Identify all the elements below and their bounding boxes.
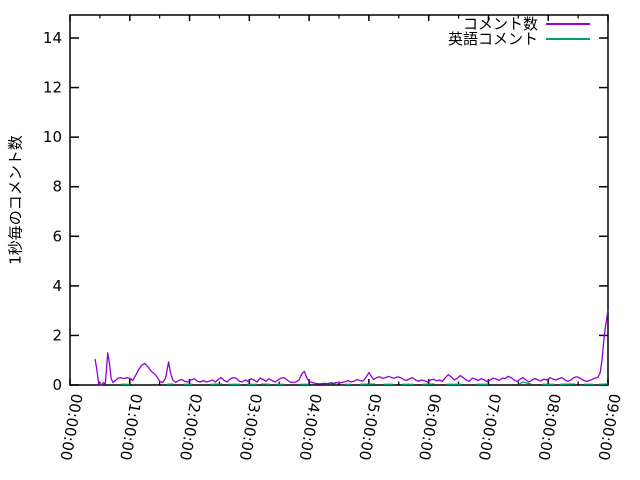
x-tick-label: 03:00:00 [236, 392, 265, 461]
y-tick-label: 12 [43, 79, 62, 97]
series-comments-line [94, 309, 609, 386]
x-tick-label: 09:00:00 [594, 392, 623, 461]
y-tick-label: 4 [52, 277, 62, 295]
legend-entry-english-comments: 英語コメント [447, 30, 590, 48]
y-axis-title: 1秒毎のコメント数 [6, 135, 25, 265]
y-tick-label: 2 [52, 326, 62, 344]
x-tick-label: 08:00:00 [535, 392, 564, 461]
legend-line-sample-comments [546, 23, 590, 25]
legend-label-english-comments: 英語コメント [447, 30, 538, 48]
series-english-comments-line [518, 381, 532, 385]
y-tick-label: 6 [52, 227, 62, 245]
x-tick-label: 06:00:00 [415, 392, 444, 461]
legend-line-sample-english-comments [546, 38, 590, 40]
plot-border [69, 14, 609, 386]
x-tick-label: 04:00:00 [295, 392, 324, 461]
x-tick-label: 00:00:00 [56, 392, 85, 461]
legend-label-comments: コメント数 [462, 15, 538, 33]
x-tick-label: 01:00:00 [116, 392, 145, 461]
y-tick-label: 8 [52, 178, 62, 196]
x-tick-label: 05:00:00 [355, 392, 384, 461]
y-tick-label: 10 [43, 128, 62, 146]
legend-entry-comments: コメント数 [448, 15, 590, 33]
legend: コメント数 英語コメント [447, 15, 590, 48]
x-tick-label: 07:00:00 [475, 392, 504, 461]
y-tick-label: 14 [43, 29, 62, 47]
x-tick-label: 02:00:00 [176, 392, 205, 461]
y-tick-label: 0 [52, 376, 62, 394]
